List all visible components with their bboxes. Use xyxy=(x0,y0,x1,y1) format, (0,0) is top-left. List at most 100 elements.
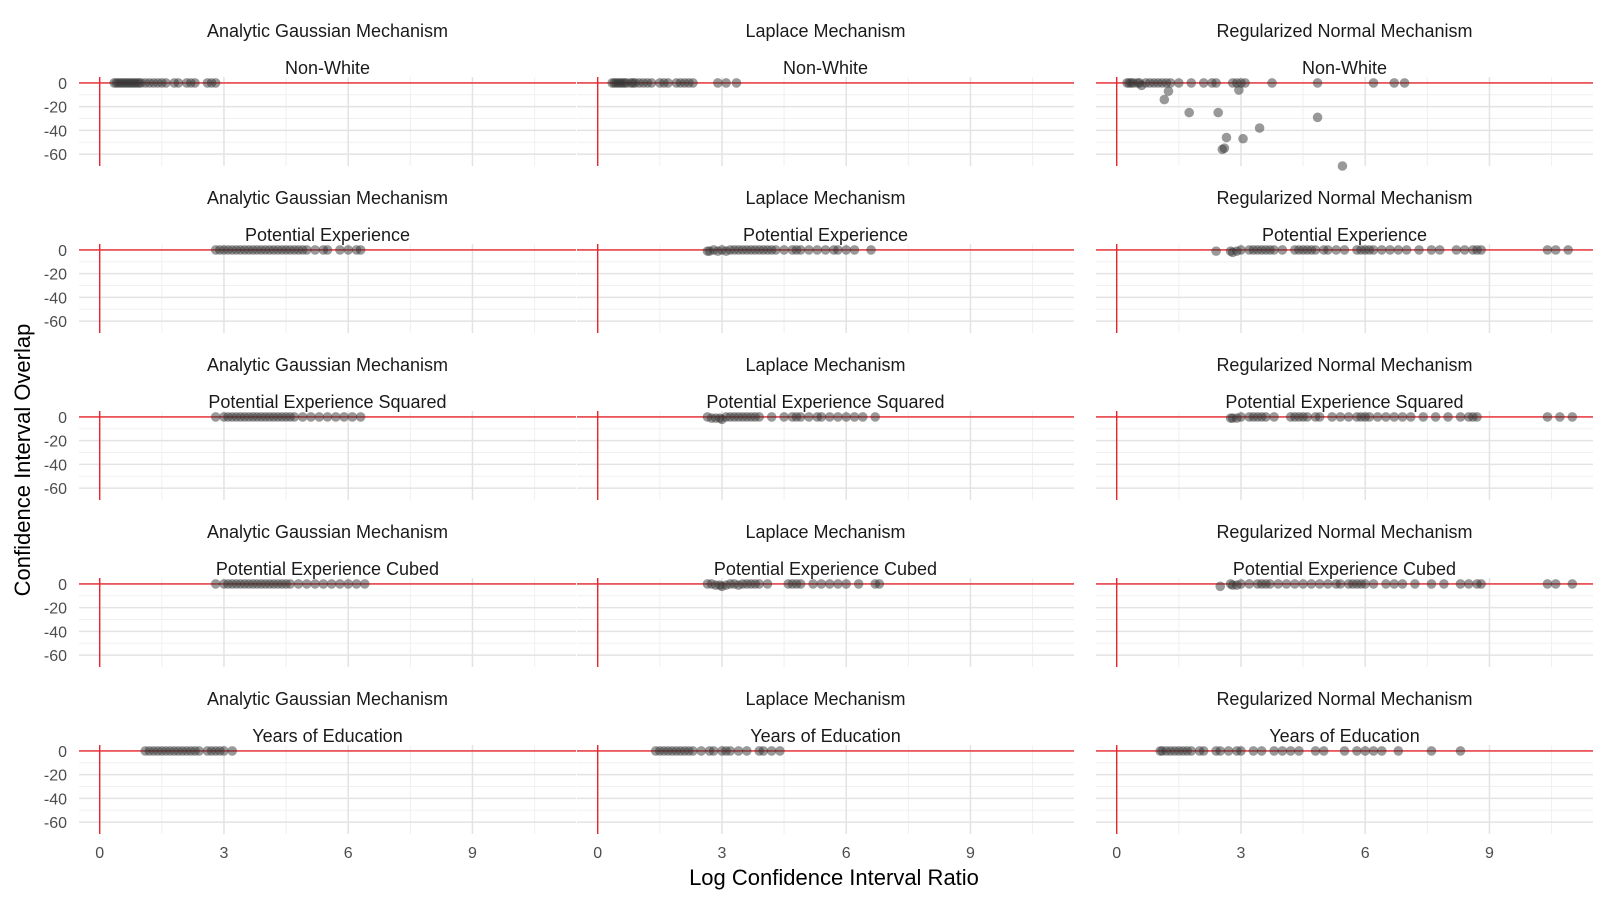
data-point xyxy=(1323,245,1333,255)
data-point xyxy=(1459,245,1470,255)
facet-variable-title: Years of Education xyxy=(1269,726,1419,746)
data-point xyxy=(804,245,814,255)
data-point xyxy=(1331,245,1342,255)
data-point xyxy=(1389,579,1399,589)
data-point xyxy=(293,579,304,589)
facet-panel: Regularized Normal Mechanism Years of Edu… xyxy=(1096,689,1593,834)
facet-panel: Regularized Normal Mechanism Potential Ex… xyxy=(1096,522,1593,667)
data-point xyxy=(210,78,221,88)
data-point xyxy=(322,412,333,422)
facet-panel: Analytic Gaussian Mechanism Potential Exp… xyxy=(44,355,576,500)
data-point xyxy=(1550,245,1561,255)
x-tick-label: 0 xyxy=(593,845,602,862)
x-tick-label: 3 xyxy=(1237,845,1246,862)
facet-panel: Regularized Normal Mechanism Potential Ex… xyxy=(1096,188,1593,333)
data-point xyxy=(1463,579,1474,589)
data-point xyxy=(335,579,345,589)
data-point xyxy=(318,579,329,589)
data-point xyxy=(1434,245,1445,255)
data-point xyxy=(1376,245,1387,255)
y-tick-label: -60 xyxy=(44,815,67,832)
data-point xyxy=(758,746,769,756)
facet-variable-title: Potential Experience Squared xyxy=(1225,392,1463,412)
data-point xyxy=(314,412,325,422)
data-point xyxy=(841,245,852,255)
facet-variable-title: Potential Experience Cubed xyxy=(1233,559,1456,579)
data-point xyxy=(1211,246,1221,256)
data-point xyxy=(816,412,827,422)
data-point xyxy=(1240,78,1250,88)
data-point xyxy=(841,579,852,589)
data-point xyxy=(824,412,835,422)
data-point xyxy=(1360,746,1371,756)
data-point xyxy=(1310,245,1321,255)
data-point xyxy=(190,78,200,88)
y-tick-label: -40 xyxy=(44,624,67,641)
facet-mechanism-title: Analytic Gaussian Mechanism xyxy=(207,689,448,709)
data-point xyxy=(779,412,789,422)
data-point xyxy=(713,78,723,88)
data-point xyxy=(1285,746,1296,756)
facet-variable-title: Potential Experience Cubed xyxy=(216,559,439,579)
facet-mechanism-title: Analytic Gaussian Mechanism xyxy=(207,522,448,542)
data-point xyxy=(1372,412,1383,422)
data-point xyxy=(1381,412,1391,422)
data-point xyxy=(297,412,308,422)
facet-variable-title: Non-White xyxy=(285,58,370,78)
y-tick-label: 0 xyxy=(58,243,67,260)
data-point xyxy=(874,579,885,589)
facet-mechanism-title: Analytic Gaussian Mechanism xyxy=(207,355,448,375)
data-point xyxy=(1401,245,1412,255)
facet-variable-title: Potential Experience xyxy=(743,225,908,245)
data-point xyxy=(1265,579,1275,589)
facet-variable-title: Non-White xyxy=(1302,58,1387,78)
data-point xyxy=(688,78,698,88)
data-point xyxy=(1414,245,1424,255)
data-point xyxy=(1439,579,1449,589)
data-point xyxy=(833,579,843,589)
data-point xyxy=(646,78,657,88)
facet-mechanism-title: Regularized Normal Mechanism xyxy=(1216,188,1472,208)
y-tick-label: 0 xyxy=(58,76,67,93)
y-tick-label: -20 xyxy=(44,768,67,785)
facet-mechanism-title: Analytic Gaussian Mechanism xyxy=(207,21,448,41)
x-tick-label: 9 xyxy=(1485,845,1494,862)
y-tick-label: 0 xyxy=(58,410,67,427)
data-point xyxy=(1236,746,1246,756)
data-point xyxy=(306,412,316,422)
data-point xyxy=(754,579,765,589)
data-point xyxy=(285,579,296,589)
data-point xyxy=(1312,112,1323,123)
facet-mechanism-title: Regularized Normal Mechanism xyxy=(1216,522,1472,542)
data-point xyxy=(1393,746,1404,756)
data-point xyxy=(1327,412,1337,422)
facet-variable-title: Years of Education xyxy=(252,726,402,746)
data-point xyxy=(1455,412,1466,422)
data-point xyxy=(725,746,736,756)
data-point xyxy=(1542,579,1553,589)
data-point xyxy=(1555,412,1565,422)
data-point xyxy=(1163,86,1174,97)
data-point xyxy=(339,412,349,422)
data-point xyxy=(1186,78,1197,88)
data-point xyxy=(779,245,789,255)
facet-mechanism-title: Regularized Normal Mechanism xyxy=(1216,689,1472,709)
y-tick-label: -60 xyxy=(44,648,67,665)
data-point xyxy=(1364,412,1375,422)
x-tick-label: 9 xyxy=(966,845,975,862)
data-point xyxy=(1269,412,1279,422)
data-point xyxy=(1254,123,1265,133)
data-point xyxy=(870,412,880,422)
data-point xyxy=(330,412,341,422)
data-point xyxy=(1567,412,1578,422)
data-point xyxy=(194,746,204,756)
facet-panel: Analytic Gaussian Mechanism Potential Exp… xyxy=(44,188,576,333)
data-point xyxy=(1339,245,1350,255)
data-point xyxy=(754,412,765,422)
facet-panel: Analytic Gaussian Mechanism Potential Exp… xyxy=(44,522,576,667)
data-point xyxy=(1318,746,1329,756)
y-tick-label: -60 xyxy=(44,147,67,164)
y-tick-label: -40 xyxy=(44,290,67,307)
data-point xyxy=(1236,579,1246,589)
y-tick-label: 0 xyxy=(58,577,67,594)
